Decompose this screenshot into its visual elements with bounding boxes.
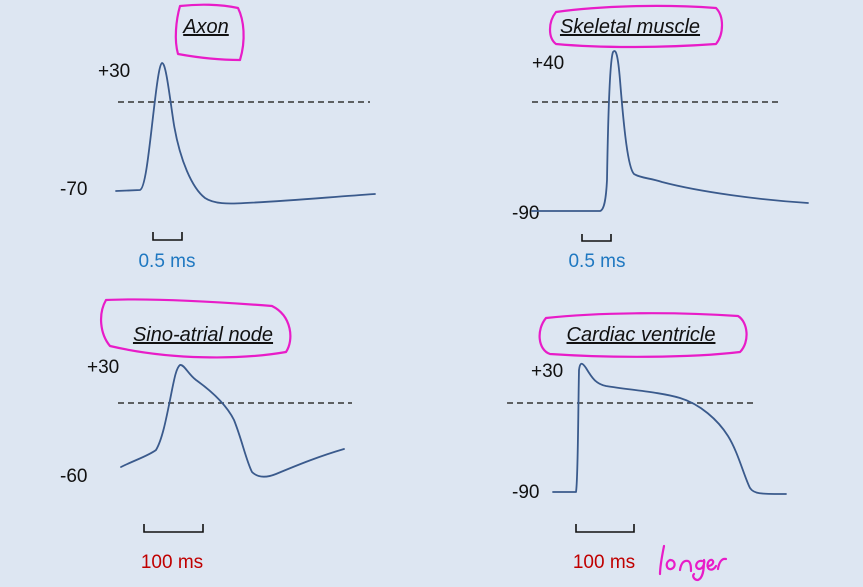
scale-bar-axon xyxy=(152,232,183,241)
trace-ventricle xyxy=(552,362,787,495)
rest-label-skeletal: -90 xyxy=(512,203,539,224)
scale-bar-ventricle xyxy=(575,524,635,533)
title-circle-skeletal xyxy=(548,4,724,49)
title-circle-sa-node xyxy=(100,298,292,359)
panel-title-axon: Axon xyxy=(182,16,229,38)
trace-sa-node xyxy=(120,364,345,478)
scale-bar-sa-node xyxy=(143,524,204,533)
peak-label-axon: +30 xyxy=(98,61,130,82)
rest-label-axon: -70 xyxy=(60,179,87,200)
panel-title-skeletal: Skeletal muscle xyxy=(560,16,700,38)
trace-axon xyxy=(115,62,376,205)
title-circle-ventricle xyxy=(538,312,748,358)
scale-label-axon: 0.5 ms xyxy=(138,251,195,272)
peak-label-sa-node: +30 xyxy=(87,357,119,378)
panel-cardiac-ventricle: Cardiac ventricle +30 -90 100 ms longer xyxy=(507,312,787,582)
peak-label-ventricle: +30 xyxy=(531,361,563,382)
panel-title-sa-node: Sino-atrial node xyxy=(133,324,273,346)
peak-label-skeletal: +40 xyxy=(532,53,564,74)
panel-title-ventricle: Cardiac ventricle xyxy=(567,324,716,346)
panel-skeletal-muscle: Skeletal muscle +40 -90 0.5 ms xyxy=(512,4,809,272)
panel-sa-node: Sino-atrial node +30 -60 100 ms xyxy=(60,298,352,573)
panel-axon: Axon +30 -70 0.5 ms xyxy=(60,3,376,272)
trace-skeletal xyxy=(531,50,809,212)
rest-label-sa-node: -60 xyxy=(60,466,87,487)
scale-label-sa-node: 100 ms xyxy=(141,552,203,573)
scale-bar-skeletal xyxy=(581,234,612,242)
scale-label-skeletal: 0.5 ms xyxy=(568,251,625,272)
scale-label-ventricle: 100 ms xyxy=(573,552,635,573)
handwritten-note-longer: longer xyxy=(658,544,728,582)
title-circle-axon xyxy=(174,3,245,62)
rest-label-ventricle: -90 xyxy=(512,482,539,503)
